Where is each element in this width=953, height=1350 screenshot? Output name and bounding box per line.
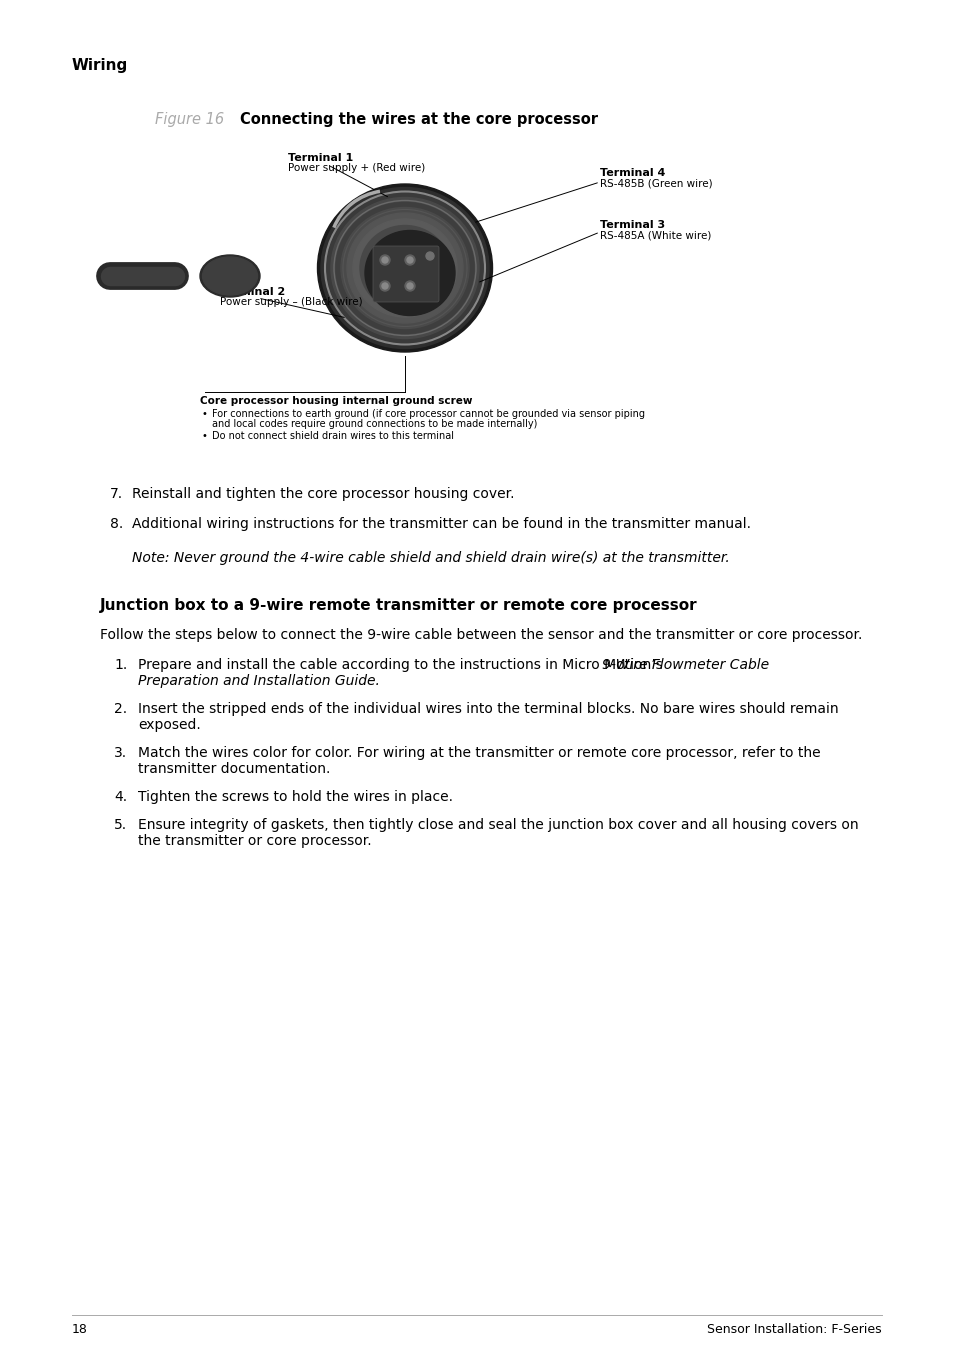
Ellipse shape: [320, 188, 489, 348]
Text: 2.: 2.: [113, 702, 127, 716]
Ellipse shape: [365, 231, 455, 316]
Text: Terminal 4: Terminal 4: [599, 167, 664, 178]
Ellipse shape: [335, 202, 474, 333]
Ellipse shape: [317, 184, 492, 352]
Text: 5.: 5.: [113, 818, 127, 832]
Circle shape: [381, 284, 388, 289]
Text: Connecting the wires at the core processor: Connecting the wires at the core process…: [240, 112, 598, 127]
Ellipse shape: [331, 197, 478, 339]
Ellipse shape: [347, 213, 462, 323]
Text: Note: Never ground the 4-wire cable shield and shield drain wire(s) at the trans: Note: Never ground the 4-wire cable shie…: [132, 551, 729, 566]
Text: 8.: 8.: [110, 517, 123, 531]
Ellipse shape: [340, 208, 469, 328]
Ellipse shape: [367, 232, 442, 304]
Text: Junction box to a 9-wire remote transmitter or remote core processor: Junction box to a 9-wire remote transmit…: [100, 598, 697, 613]
Circle shape: [405, 281, 415, 292]
Text: 9-Wire Flowmeter Cable: 9-Wire Flowmeter Cable: [601, 657, 768, 672]
Text: Power supply + (Red wire): Power supply + (Red wire): [288, 163, 425, 173]
Circle shape: [407, 256, 413, 263]
Ellipse shape: [399, 263, 410, 273]
Text: Preparation and Installation Guide.: Preparation and Installation Guide.: [138, 674, 379, 688]
Text: Ensure integrity of gaskets, then tightly close and seal the junction box cover : Ensure integrity of gaskets, then tightl…: [138, 818, 858, 832]
Text: Additional wiring instructions for the transmitter can be found in the transmitt: Additional wiring instructions for the t…: [132, 517, 750, 531]
Circle shape: [407, 284, 413, 289]
Ellipse shape: [359, 225, 450, 310]
Text: Power supply – (Black wire): Power supply – (Black wire): [220, 297, 362, 306]
FancyBboxPatch shape: [373, 246, 438, 302]
Ellipse shape: [202, 256, 257, 296]
Text: 7.: 7.: [110, 487, 123, 501]
Text: Sensor Installation: F-Series: Sensor Installation: F-Series: [706, 1323, 882, 1336]
Text: Tighten the screws to hold the wires in place.: Tighten the screws to hold the wires in …: [138, 790, 453, 805]
Text: Do not connect shield drain wires to this terminal: Do not connect shield drain wires to thi…: [212, 431, 454, 441]
Text: Prepare and install the cable according to the instructions in Micro Motion’s: Prepare and install the cable according …: [138, 657, 666, 672]
Text: Terminal 1: Terminal 1: [288, 153, 353, 163]
Text: the transmitter or core processor.: the transmitter or core processor.: [138, 834, 372, 848]
Ellipse shape: [326, 193, 483, 343]
Text: Figure 16: Figure 16: [154, 112, 224, 127]
Text: 3.: 3.: [113, 747, 127, 760]
Text: Core processor housing internal ground screw: Core processor housing internal ground s…: [200, 396, 472, 406]
Text: and local codes require ground connections to be made internally): and local codes require ground connectio…: [212, 418, 537, 429]
Circle shape: [381, 256, 388, 263]
Ellipse shape: [374, 239, 436, 297]
Text: •: •: [202, 409, 208, 418]
Text: Match the wires color for color. For wiring at the transmitter or remote core pr: Match the wires color for color. For wir…: [138, 747, 820, 760]
Text: •: •: [202, 431, 208, 441]
Text: 18: 18: [71, 1323, 88, 1336]
Text: exposed.: exposed.: [138, 718, 200, 732]
Text: RS-485B (Green wire): RS-485B (Green wire): [599, 178, 712, 188]
Ellipse shape: [353, 219, 456, 317]
Text: 1.: 1.: [113, 657, 127, 672]
Ellipse shape: [388, 252, 421, 284]
Circle shape: [405, 255, 415, 265]
Text: For connections to earth ground (if core processor cannot be grounded via sensor: For connections to earth ground (if core…: [212, 409, 644, 418]
Circle shape: [379, 281, 390, 292]
Ellipse shape: [395, 259, 415, 277]
Circle shape: [379, 255, 390, 265]
Ellipse shape: [200, 255, 260, 297]
Circle shape: [426, 252, 434, 261]
Text: 4.: 4.: [113, 790, 127, 805]
Text: Follow the steps below to connect the 9-wire cable between the sensor and the tr: Follow the steps below to connect the 9-…: [100, 628, 862, 643]
Text: Wiring: Wiring: [71, 58, 128, 73]
Text: transmitter documentation.: transmitter documentation.: [138, 761, 330, 776]
Text: Insert the stripped ends of the individual wires into the terminal blocks. No ba: Insert the stripped ends of the individu…: [138, 702, 838, 716]
Text: Terminal 2: Terminal 2: [220, 288, 285, 297]
Ellipse shape: [380, 246, 429, 290]
Text: Reinstall and tighten the core processor housing cover.: Reinstall and tighten the core processor…: [132, 487, 514, 501]
Text: RS-485A (White wire): RS-485A (White wire): [599, 230, 711, 240]
Text: Terminal 3: Terminal 3: [599, 220, 664, 230]
